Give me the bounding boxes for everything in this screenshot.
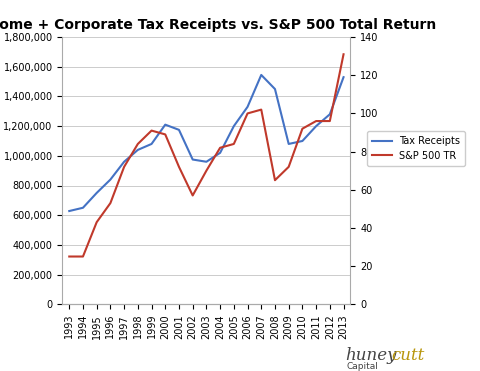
Text: Capital: Capital bbox=[347, 362, 378, 371]
Title: Income + Corporate Tax Receipts vs. S&P 500 Total Return: Income + Corporate Tax Receipts vs. S&P … bbox=[0, 18, 436, 32]
Text: huney: huney bbox=[346, 347, 397, 364]
Text: cutt: cutt bbox=[391, 347, 424, 364]
Legend: Tax Receipts, S&P 500 TR: Tax Receipts, S&P 500 TR bbox=[367, 131, 465, 166]
